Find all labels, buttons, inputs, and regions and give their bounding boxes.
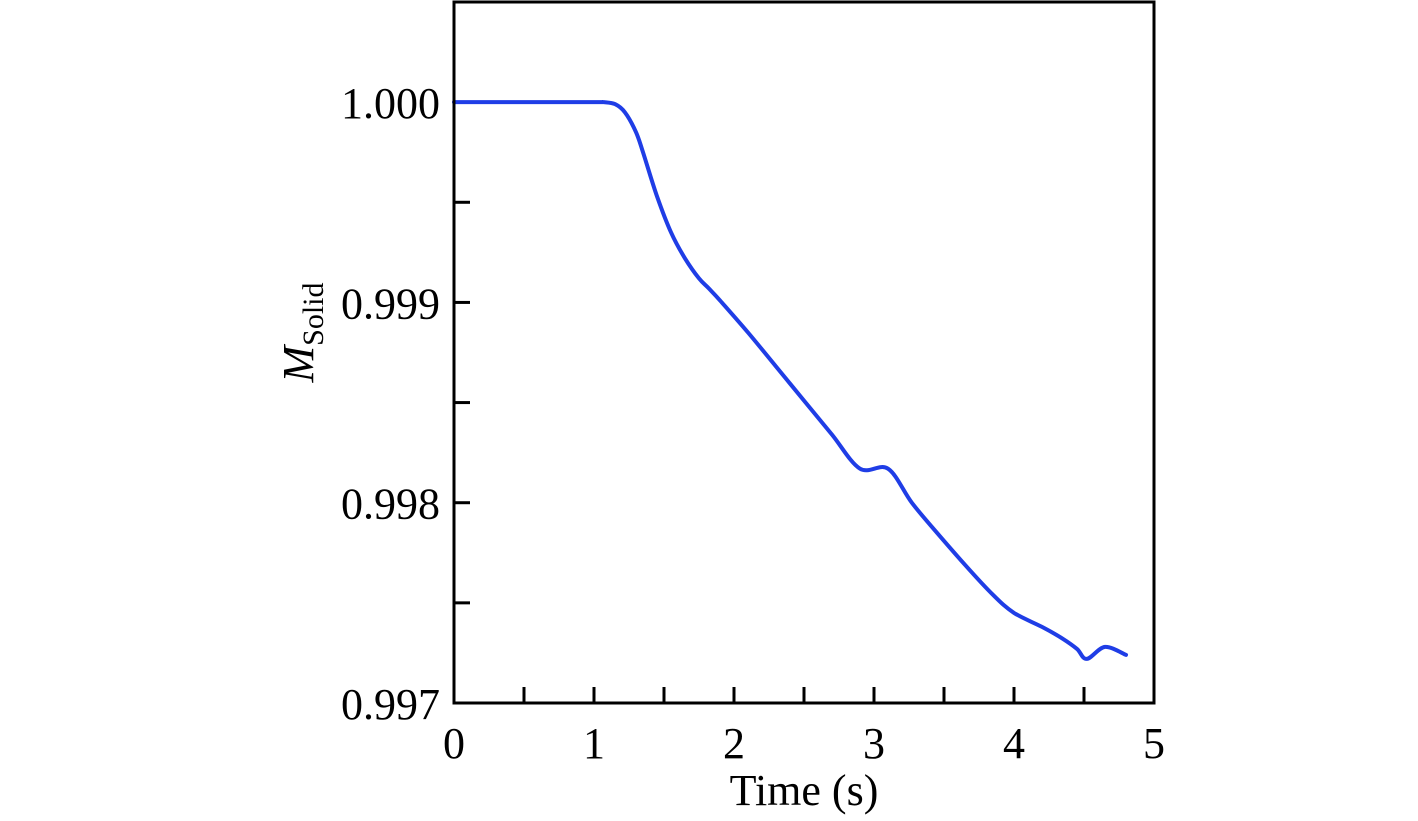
x-axis-title: Time (s) [730,766,879,815]
ticks [454,100,1086,703]
tick-labels: 0 1 2 3 4 5 0.997 0.998 0.999 1.000 [341,79,1165,768]
y-tick-label: 1.000 [341,79,440,128]
y-axis-title-subscript: Solid [297,282,330,345]
x-tick-label: 3 [863,719,885,768]
x-tick-label: 2 [723,719,745,768]
y-axis-title: MSolid [274,282,330,383]
y-axis-title-main: M [274,344,323,384]
y-tick-label: 0.998 [341,480,440,529]
y-tick-label: 0.997 [341,680,440,729]
x-tick-label: 4 [1003,719,1025,768]
x-tick-label: 5 [1143,719,1165,768]
x-tick-label: 0 [443,719,465,768]
y-tick-label: 0.999 [341,279,440,328]
x-tick-label: 1 [583,719,605,768]
plot-frame [452,0,1156,705]
series-line [452,99,1128,661]
